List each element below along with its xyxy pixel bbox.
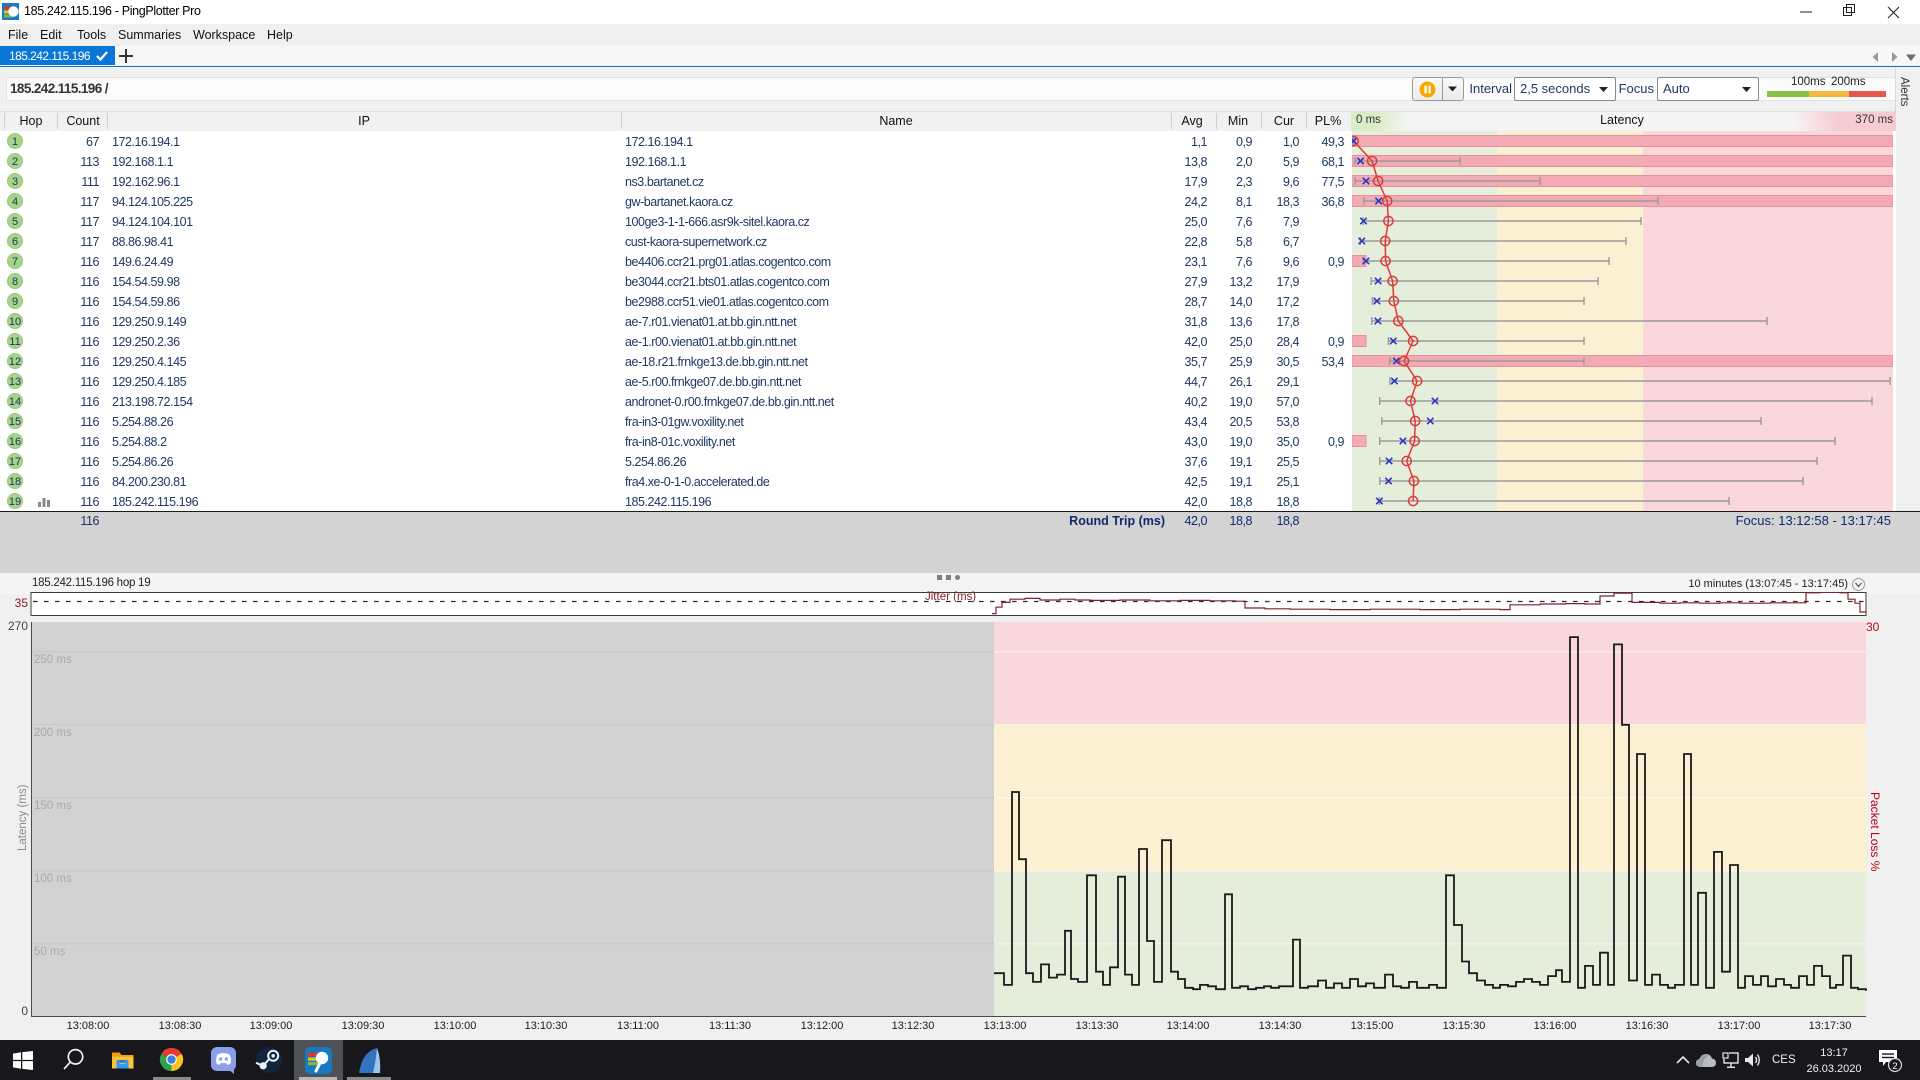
- svg-text:50 ms: 50 ms: [34, 946, 66, 958]
- svg-text:2: 2: [1892, 1061, 1897, 1072]
- svg-text:250 ms: 250 ms: [34, 654, 72, 666]
- svg-text:100 ms: 100 ms: [34, 873, 72, 885]
- svg-text:200 ms: 200 ms: [34, 727, 72, 739]
- svg-text:150 ms: 150 ms: [34, 800, 72, 812]
